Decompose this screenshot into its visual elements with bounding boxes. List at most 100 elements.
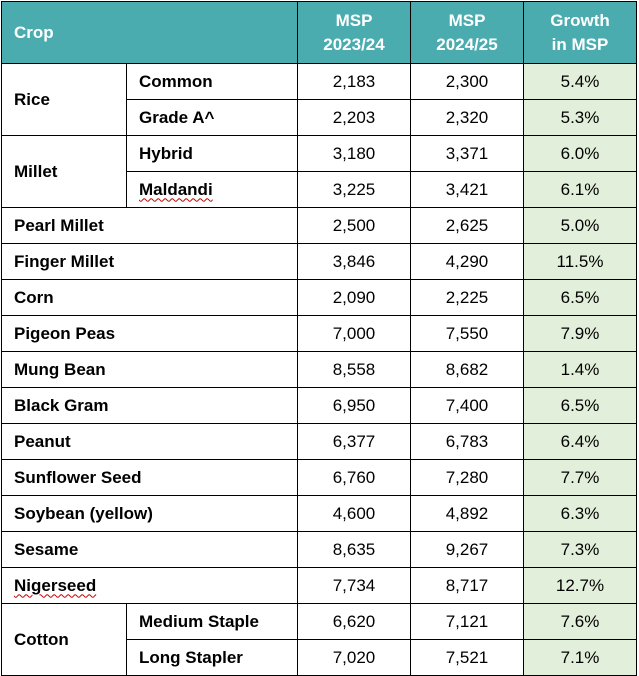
- crop-name: Sesame: [1, 531, 298, 568]
- growth-value: 7.1%: [523, 639, 637, 676]
- crop-name: Hybrid: [126, 135, 298, 172]
- msp-2023-value: 3,846: [297, 243, 411, 280]
- growth-value: 6.5%: [523, 387, 637, 424]
- header-msp-2023: MSP 2023/24: [297, 1, 411, 64]
- crop-name-text: Maldandi: [139, 179, 213, 199]
- crop-name: Maldandi: [126, 171, 298, 208]
- table-row: Sunflower Seed 6,760 7,280 7.7%: [1, 459, 637, 496]
- crop-name: Pearl Millet: [1, 207, 298, 244]
- msp-2024-value: 4,892: [410, 495, 524, 532]
- msp-2024-value: 2,300: [410, 63, 524, 100]
- growth-value: 5.3%: [523, 99, 637, 136]
- table-row: Millet Hybrid 3,180 3,371 6.0%: [1, 135, 637, 208]
- header-msp-2023-line2: 2023/24: [323, 34, 385, 54]
- header-growth: Growth in MSP: [523, 1, 637, 64]
- table-row: Pearl Millet 2,500 2,625 5.0%: [1, 207, 637, 244]
- msp-2023-value: 8,558: [297, 351, 411, 388]
- msp-2024-value: 7,400: [410, 387, 524, 424]
- msp-2023-value: 3,225: [297, 171, 411, 208]
- msp-2024-value: 2,320: [410, 99, 524, 136]
- msp-2024-value: 9,267: [410, 531, 524, 568]
- growth-value: 6.4%: [523, 423, 637, 460]
- table-row: Soybean (yellow) 4,600 4,892 6.3%: [1, 495, 637, 532]
- msp-2023-value: 8,635: [297, 531, 411, 568]
- crop-name: Mung Bean: [1, 351, 298, 388]
- msp-2024-value: 3,421: [410, 171, 524, 208]
- msp-2023-value: 7,734: [297, 567, 411, 604]
- growth-value: 1.4%: [523, 351, 637, 388]
- header-msp-2023-line1: MSP: [335, 10, 373, 30]
- msp-2023-value: 4,600: [297, 495, 411, 532]
- header-growth-line2: in MSP: [551, 34, 609, 54]
- crop-name: Finger Millet: [1, 243, 298, 280]
- crop-name: Black Gram: [1, 387, 298, 424]
- header-growth-line1: Growth: [550, 10, 610, 30]
- crop-name: Peanut: [1, 423, 298, 460]
- header-crop: Crop: [1, 1, 298, 64]
- table-row: Black Gram 6,950 7,400 6.5%: [1, 387, 637, 424]
- msp-2024-value: 6,783: [410, 423, 524, 460]
- growth-value: 6.5%: [523, 279, 637, 316]
- msp-2023-value: 6,377: [297, 423, 411, 460]
- table-row: Cotton Medium Staple 6,620 7,121 7.6%: [1, 603, 637, 676]
- table-row: Corn 2,090 2,225 6.5%: [1, 279, 637, 316]
- table-row: Grade A^ 2,203 2,320 5.3%: [2, 99, 637, 136]
- msp-2023-value: 2,183: [297, 63, 411, 100]
- msp-2024-value: 8,717: [410, 567, 524, 604]
- msp-2024-value: 7,550: [410, 315, 524, 352]
- msp-2024-value: 3,371: [410, 135, 524, 172]
- growth-value: 6.0%: [523, 135, 637, 172]
- table-row: Nigerseed 7,734 8,717 12.7%: [1, 567, 637, 604]
- crop-name: Corn: [1, 279, 298, 316]
- msp-2023-value: 2,500: [297, 207, 411, 244]
- group-cotton: Cotton: [1, 603, 127, 676]
- table-row: Rice Common 2,183 2,300 5.4%: [1, 63, 637, 136]
- crop-name: Nigerseed: [1, 567, 298, 604]
- msp-2023-value: 2,203: [297, 99, 411, 136]
- table-row: Maldandi 3,225 3,421 6.1%: [2, 171, 637, 208]
- growth-value: 7.7%: [523, 459, 637, 496]
- crop-name: Grade A^: [126, 99, 298, 136]
- growth-value: 12.7%: [523, 567, 637, 604]
- table-row: Pigeon Peas 7,000 7,550 7.9%: [1, 315, 637, 352]
- msp-2024-value: 7,521: [410, 639, 524, 676]
- growth-value: 7.9%: [523, 315, 637, 352]
- msp-2024-value: 7,280: [410, 459, 524, 496]
- group-rice: Rice: [1, 63, 127, 136]
- msp-2024-value: 2,225: [410, 279, 524, 316]
- msp-2023-value: 6,950: [297, 387, 411, 424]
- msp-2023-value: 3,180: [297, 135, 411, 172]
- msp-2024-value: 7,121: [410, 603, 524, 640]
- crop-name-text: Nigerseed: [14, 575, 97, 595]
- growth-value: 5.4%: [523, 63, 637, 100]
- crop-name: Sunflower Seed: [1, 459, 298, 496]
- msp-2024-value: 8,682: [410, 351, 524, 388]
- crop-name: Soybean (yellow): [1, 495, 298, 532]
- header-msp-2024-line2: 2024/25: [436, 34, 498, 54]
- header-msp-2024-line1: MSP: [448, 10, 486, 30]
- msp-2023-value: 7,020: [297, 639, 411, 676]
- header-msp-2024: MSP 2024/25: [410, 1, 524, 64]
- msp-2023-value: 6,620: [297, 603, 411, 640]
- group-millet: Millet: [1, 135, 127, 208]
- msp-2023-value: 2,090: [297, 279, 411, 316]
- growth-value: 5.0%: [523, 207, 637, 244]
- header-row: Crop MSP 2023/24 MSP 2024/25 Growth in MSP: [1, 1, 637, 64]
- crop-name: Pigeon Peas: [1, 315, 298, 352]
- msp-2024-value: 4,290: [410, 243, 524, 280]
- table-row: Peanut 6,377 6,783 6.4%: [1, 423, 637, 460]
- growth-value: 6.3%: [523, 495, 637, 532]
- growth-value: 7.3%: [523, 531, 637, 568]
- table-row: Sesame 8,635 9,267 7.3%: [1, 531, 637, 568]
- msp-2023-value: 6,760: [297, 459, 411, 496]
- table-row: Finger Millet 3,846 4,290 11.5%: [1, 243, 637, 280]
- growth-value: 6.1%: [523, 171, 637, 208]
- msp-2024-value: 2,625: [410, 207, 524, 244]
- table-row: Mung Bean 8,558 8,682 1.4%: [1, 351, 637, 388]
- msp-2023-value: 7,000: [297, 315, 411, 352]
- growth-value: 7.6%: [523, 603, 637, 640]
- crop-name: Medium Staple: [126, 603, 298, 640]
- table-row: Long Stapler 7,020 7,521 7.1%: [2, 639, 637, 676]
- header-crop-label: Crop: [14, 22, 54, 42]
